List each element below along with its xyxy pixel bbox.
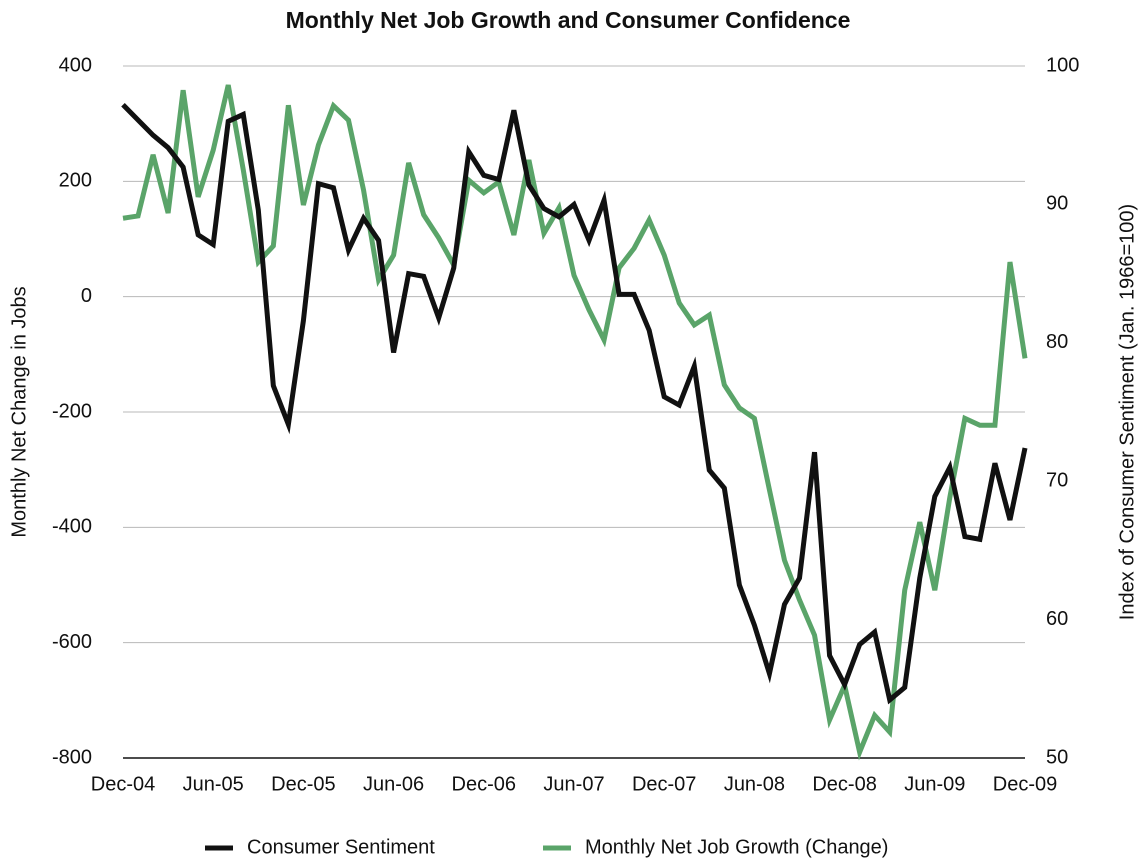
- y-tick-label: -400: [52, 516, 92, 538]
- x-tick-label: Dec-04: [91, 773, 155, 795]
- y2-tick-label: 100: [1046, 54, 1079, 76]
- y2-tick-label: 80: [1046, 331, 1068, 353]
- legend-label: Consumer Sentiment: [247, 836, 435, 858]
- x-tick-label: Dec-08: [812, 773, 876, 795]
- x-tick-label: Dec-07: [632, 773, 696, 795]
- y2-tick-label: 60: [1046, 608, 1068, 630]
- series-line: [122, 84, 1028, 761]
- x-tick-label: Jun-07: [543, 773, 604, 795]
- series-line: [121, 102, 1028, 705]
- x-tick-label: Jun-06: [363, 773, 424, 795]
- y2-axis-label: Index of Consumer Sentiment (Jan. 1966=1…: [1116, 204, 1138, 620]
- x-tick-label: Dec-09: [993, 773, 1057, 795]
- x-tick-label: Dec-05: [271, 773, 335, 795]
- y-tick-label: -200: [52, 400, 92, 422]
- y2-tick-label: 90: [1046, 193, 1068, 215]
- y-tick-label: -800: [52, 746, 92, 768]
- y2-tick-label: 70: [1046, 469, 1068, 491]
- x-tick-label: Jun-08: [724, 773, 785, 795]
- legend-label: Monthly Net Job Growth (Change): [585, 836, 888, 858]
- x-tick-label: Jun-05: [183, 773, 244, 795]
- y-tick-label: 0: [81, 285, 92, 307]
- x-tick-label: Jun-09: [904, 773, 965, 795]
- y-tick-label: -600: [52, 631, 92, 653]
- y-tick-label: 400: [59, 54, 92, 76]
- y2-tick-label: 50: [1046, 746, 1068, 768]
- chart-title: Monthly Net Job Growth and Consumer Conf…: [286, 7, 851, 33]
- y-axis-label: Monthly Net Change in Jobs: [8, 286, 30, 537]
- y-tick-label: 200: [59, 170, 92, 192]
- x-tick-label: Dec-06: [452, 773, 516, 795]
